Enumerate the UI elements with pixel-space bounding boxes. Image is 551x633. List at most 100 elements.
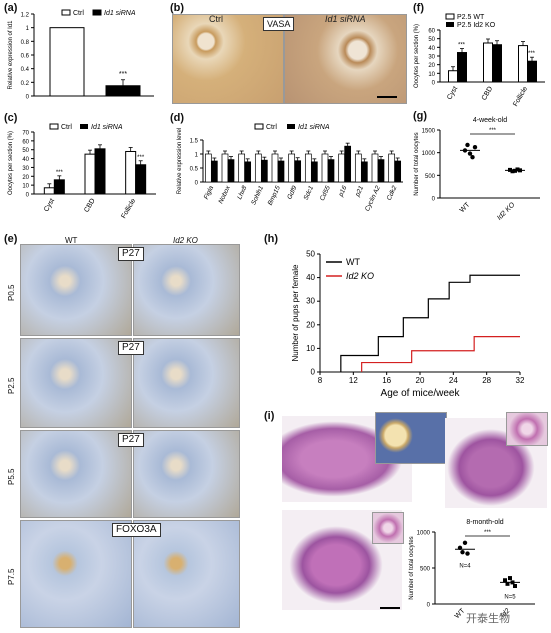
chart-i-ytick-label: 500 [420,567,431,573]
e-row-age-label: P0.5 [7,284,16,301]
chart-h-ylabel: Number of pups per female [291,264,300,361]
chart-i-title: 8-month-old [466,519,503,526]
chart-d-legend-label: Id1 siRNA [298,124,330,131]
e-stain-tag: P27 [118,433,144,447]
chart-a-ytick-label: 0.2 [21,81,30,87]
chart-h-xtick-label: 24 [449,376,458,385]
panel-b-label: (b) [170,2,185,14]
chart-d-ytick-label: 1 [195,153,199,159]
chart-h-ytick-label: 0 [311,368,316,377]
chart-g-xtick-label: Id2 KO [496,201,517,222]
chart-g-ylabel: Number of total oocytes [414,132,420,195]
chart-i-xtick-label: Id2 [500,607,512,619]
chart-h-ytick-label: 30 [306,297,315,306]
chart-f-ytick-label: 60 [428,29,435,35]
chart-c-xtick-label: Cyst [43,197,56,213]
chart-d-ytick-label: 0 [195,181,199,187]
chart-d-bar [260,159,268,183]
chart-g-point [472,145,478,150]
chart-d-bar [388,153,396,183]
chart-g-title: 4-week-old [473,117,507,124]
chart-d-xtick-label: Cd55 [319,185,332,202]
micrograph-e-wt [20,520,132,628]
vasa-tag: VASA [263,17,295,31]
e-stain-tag: P27 [118,247,144,261]
chart-g-xtick-label: WT [459,201,472,214]
chart-d: 0 0.5 1 1.5 Relative expression level Figla No… [177,123,403,213]
chart-h-xtick-label: 28 [482,376,491,385]
histology-i-ko-inset [372,512,404,544]
chart-f-bar [527,60,537,83]
chart-d-bar [377,159,385,183]
chart-f-legend-label: P2.5 Id2 KO [457,22,496,29]
micrograph-e-ko [133,430,240,518]
chart-g-ytick-label: 0 [432,197,436,203]
chart-f-ytick-label: 30 [428,55,435,61]
micrograph-b-sirna-label: Id1 siRNA [325,14,366,24]
chart-h-ytick-label: 10 [306,344,315,353]
chart-a-ytick-label: 0 [26,95,30,101]
chart-c-ytick-label: 20 [22,175,29,181]
chart-f-xtick-label: Follicle [512,85,529,107]
chart-a-ytick-label: 1 [26,26,30,32]
chart-h-xtick-label: 8 [318,376,323,385]
chart-c-ytick-label: 30 [22,166,29,172]
panel-i-label: (i) [264,410,275,422]
chart-c-legend-label: Ctrl [61,124,72,131]
e-stain-tag: FOXO3A [112,523,161,537]
chart-f-ytick-label: 10 [428,72,435,78]
chart-d-bar [344,145,352,183]
chart-f-xtick-label: Cyst [446,85,459,101]
panel-f-label: (f) [413,2,424,14]
chart-c-bar [84,153,96,195]
chart-d-bar [371,153,379,183]
chart-c: 0 10 20 30 40 50 60 70 Oocytes per section (%) Cy… [8,123,156,220]
watermark: 开泰生物 [466,613,510,625]
chart-d-xtick-label: Figla [203,185,215,201]
chart-c-ylabel: Oocytes per section (%) [8,131,14,195]
chart-g-point [465,142,470,148]
e-ko-label: Id2 KO [173,236,198,245]
chart-d-xtick-label: p21 [354,185,366,199]
chart-a-legend-label: Id1 siRNA [104,10,136,17]
chart-c-ytick-label: 40 [22,157,29,163]
chart-i-point [462,540,468,545]
chart-i-ylabel: Number of total oocytes [409,536,415,599]
chart-f-ytick-label: 0 [432,81,436,87]
micrograph-e-ko [133,520,240,628]
chart-f-legend-swatch [445,13,455,20]
chart-a-ytick-label: 1.2 [21,13,30,19]
histology-i-inset-photo [375,412,447,464]
chart-c-bar [43,187,55,195]
chart-d-bar [360,161,368,183]
chart-d-xtick-label: Cyclin A2 [364,185,382,213]
chart-i-point [460,549,465,555]
chart-f-ytick-label: 20 [428,63,435,69]
chart-g-point [515,167,520,172]
chart-i-ytick-label: 1000 [417,531,431,537]
chart-d-ylabel: Relative expression level [177,128,183,194]
chart-d-bar [338,153,346,183]
chart-f-xtick-label: CBD [481,86,494,102]
chart-d-bar [394,160,402,183]
micrograph-b-sirna: Id1 siRNA [284,14,407,104]
chart-a-ytick-label: 0.6 [21,54,30,60]
chart-a-bar [49,27,85,97]
chart-d-bar [254,153,262,183]
chart-a-ytick-label: 0.4 [21,67,30,73]
chart-d-legend-label: Ctrl [266,124,277,131]
chart-a-bar [105,85,141,97]
chart-f: 0 10 20 30 40 50 60 Oocytes per section (%) Cyst… [414,13,545,108]
chart-d-bar [310,161,318,183]
chart-h-xtick-label: 20 [416,376,425,385]
chart-f-annotation: *** [528,51,536,57]
chart-d-xtick-label: Sdc1 [303,185,316,202]
chart-a-annotation: *** [119,71,127,78]
chart-d-xtick-label: Nobox [218,184,233,205]
chart-d-xtick-label: Bmp15 [267,185,282,207]
chart-c-legend-swatch [49,123,59,130]
micrograph-e-ko [133,338,240,428]
panel-c-label: (c) [4,112,18,124]
micrograph-e-wt [20,244,132,336]
